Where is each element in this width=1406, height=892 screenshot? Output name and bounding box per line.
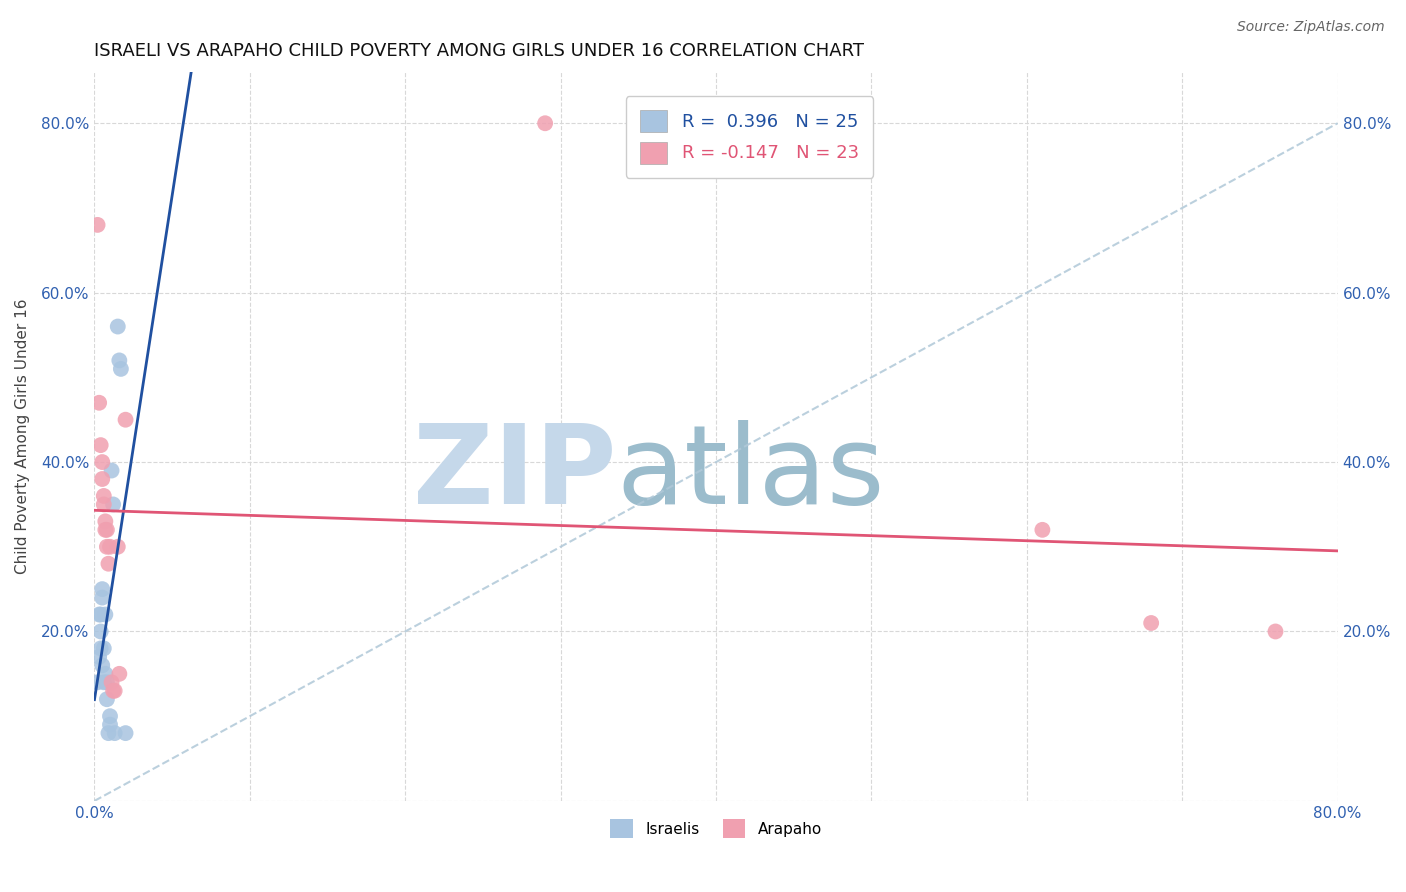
- Legend: Israelis, Arapaho: Israelis, Arapaho: [605, 814, 828, 844]
- Point: [91, 591, 114, 605]
- Point: [97, 726, 120, 740]
- Point: [534, 116, 557, 130]
- Point: [96, 523, 118, 537]
- Point: [101, 683, 124, 698]
- Point: [1140, 615, 1163, 630]
- Point: [94, 607, 117, 622]
- Text: atlas: atlas: [617, 419, 886, 526]
- Y-axis label: Child Poverty Among Girls Under 16: Child Poverty Among Girls Under 16: [15, 299, 30, 574]
- Point: [101, 497, 124, 511]
- Point: [98, 717, 121, 731]
- Point: [91, 455, 114, 469]
- Point: [108, 353, 131, 368]
- Point: [104, 683, 127, 698]
- Point: [108, 666, 131, 681]
- Point: [114, 726, 136, 740]
- Point: [104, 726, 127, 740]
- Point: [93, 497, 115, 511]
- Point: [98, 709, 121, 723]
- Point: [96, 692, 118, 706]
- Point: [91, 658, 114, 673]
- Point: [89, 649, 111, 664]
- Point: [1031, 523, 1053, 537]
- Point: [98, 540, 121, 554]
- Point: [86, 675, 108, 690]
- Point: [86, 218, 108, 232]
- Point: [93, 675, 115, 690]
- Point: [91, 582, 114, 596]
- Point: [90, 607, 112, 622]
- Point: [107, 540, 129, 554]
- Text: ZIP: ZIP: [413, 419, 617, 526]
- Point: [94, 514, 117, 528]
- Text: ISRAELI VS ARAPAHO CHILD POVERTY AMONG GIRLS UNDER 16 CORRELATION CHART: ISRAELI VS ARAPAHO CHILD POVERTY AMONG G…: [94, 42, 865, 60]
- Point: [89, 396, 111, 410]
- Point: [107, 319, 129, 334]
- Point: [100, 675, 122, 690]
- Point: [91, 472, 114, 486]
- Point: [1264, 624, 1286, 639]
- Point: [114, 413, 136, 427]
- Point: [90, 438, 112, 452]
- Point: [93, 641, 115, 656]
- Point: [94, 523, 117, 537]
- Point: [94, 666, 117, 681]
- Point: [90, 624, 112, 639]
- Point: [93, 489, 115, 503]
- Point: [89, 607, 111, 622]
- Point: [100, 464, 122, 478]
- Point: [110, 362, 132, 376]
- Point: [97, 557, 120, 571]
- Point: [96, 540, 118, 554]
- Point: [96, 675, 118, 690]
- Text: Source: ZipAtlas.com: Source: ZipAtlas.com: [1237, 20, 1385, 34]
- Point: [90, 641, 112, 656]
